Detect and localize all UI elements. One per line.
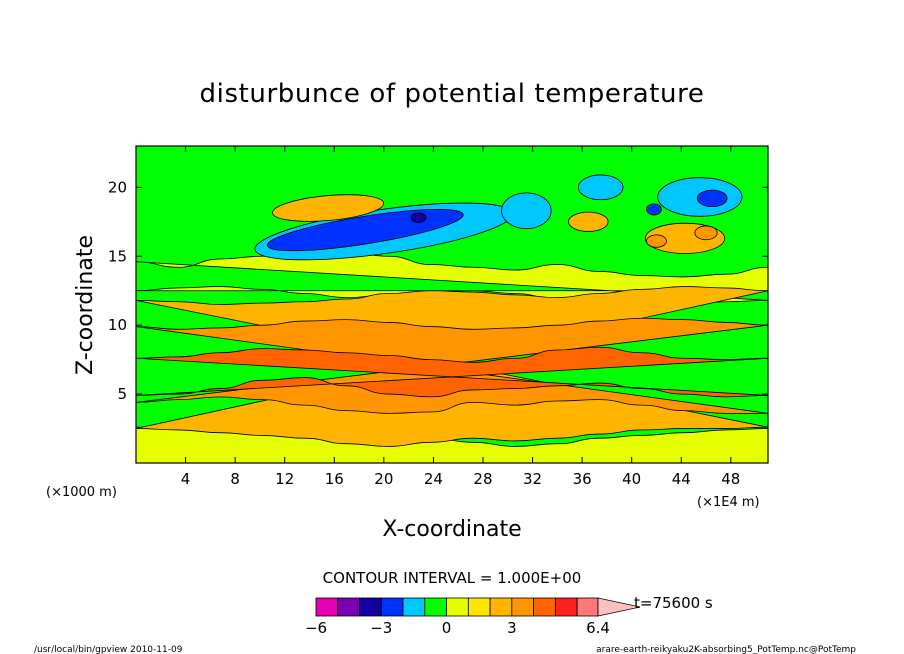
x-tick-label: 32	[523, 470, 542, 488]
chart-title: disturbunce of potential temperature	[200, 79, 705, 109]
anomaly-region-4	[577, 174, 624, 201]
anomaly-region-7	[646, 203, 662, 216]
colorbar-box	[489, 597, 513, 617]
anomaly-region-2	[410, 212, 427, 223]
colorbar-box	[359, 597, 382, 617]
time-label: t=75600 s	[634, 594, 713, 612]
anomaly-region-11	[694, 225, 718, 241]
colorbar-box	[315, 597, 339, 617]
colorbar-extension	[597, 597, 641, 617]
x-tick-label: 16	[325, 470, 344, 488]
anomaly-region-3	[501, 192, 552, 230]
layer-band-2	[136, 346, 768, 398]
x-tick-label: 8	[230, 470, 240, 488]
colorbar-box	[337, 597, 360, 617]
y-axis: 5 10 15 20	[108, 178, 768, 403]
colorbar-box	[554, 597, 578, 617]
layer-band-1	[136, 317, 768, 414]
colorbar-box	[402, 597, 426, 617]
plot-frame	[135, 145, 769, 464]
colorbar-tick-label: 0	[442, 619, 452, 637]
anomaly-region-8	[568, 211, 609, 232]
x-tick-label: 28	[473, 470, 492, 488]
y-tick-label: 5	[117, 385, 127, 403]
colorbar-tick-label: −3	[370, 619, 392, 637]
x-tick-label: 44	[672, 470, 691, 488]
contour-field	[136, 146, 768, 463]
x-tick-label: 4	[181, 470, 191, 488]
anomaly-region-10	[646, 234, 667, 248]
x-axis-label: X-coordinate	[382, 517, 521, 542]
colorbar-tick-label: −6	[305, 619, 327, 637]
x-tick-label: 12	[275, 470, 294, 488]
anomaly-region-12	[272, 194, 385, 222]
anomaly-region-6	[696, 189, 728, 208]
colorbar-tick-label: 6.4	[586, 619, 610, 637]
y-axis-unit: (×1000 m)	[46, 485, 117, 500]
colorbar-box	[446, 597, 469, 617]
y-tick-label: 15	[108, 247, 127, 265]
x-tick-label: 24	[424, 470, 443, 488]
y-tick-label: 10	[108, 316, 127, 334]
footer-left: /usr/local/bin/gpview 2010-11-09	[34, 645, 183, 654]
x-axis: 4 8 12 16 20 24 28 32 36 40 44 48	[181, 146, 740, 488]
x-axis-unit: (×1E4 m)	[697, 495, 760, 510]
x-tick-label: 48	[721, 470, 740, 488]
colorbar-box	[467, 597, 491, 617]
x-tick-label: 36	[573, 470, 592, 488]
colorbar-tick-label: 3	[507, 619, 517, 637]
y-axis-label: Z-coordinate	[73, 235, 98, 375]
colorbar-box	[533, 597, 556, 617]
footer-right: arare-earth-reikyaku2K-absorbing5_PotTem…	[596, 645, 856, 654]
x-tick-label: 40	[622, 470, 641, 488]
y-tick-label: 20	[108, 178, 127, 196]
colorbar-box	[424, 597, 447, 617]
colorbar-box	[511, 597, 534, 617]
x-tick-label: 20	[374, 470, 393, 488]
colorbar-box	[380, 597, 404, 617]
colorbar-box	[576, 597, 599, 617]
colorbar: −6 −3 0 3 6.4	[305, 597, 641, 637]
contour-interval-label: CONTOUR INTERVAL = 1.000E+00	[323, 569, 582, 587]
